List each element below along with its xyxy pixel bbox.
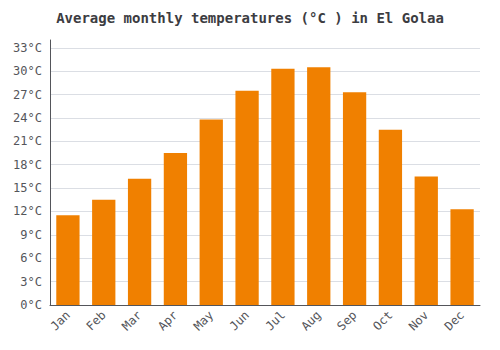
svg-text:Nov: Nov [406,308,431,333]
svg-text:3°C: 3°C [20,275,42,289]
svg-text:Jul: Jul [263,308,288,333]
svg-text:12°C: 12°C [13,204,42,218]
svg-text:24°C: 24°C [13,111,42,125]
svg-text:Average monthly temperatures (: Average monthly temperatures (°C ) in El… [56,10,444,26]
svg-text:30°C: 30°C [13,64,42,78]
svg-text:Jan: Jan [48,308,73,333]
svg-text:Dec: Dec [442,308,467,333]
svg-text:21°C: 21°C [13,134,42,148]
svg-text:9°C: 9°C [20,228,42,242]
svg-text:Feb: Feb [83,308,108,333]
svg-text:27°C: 27°C [13,88,42,102]
svg-text:0°C: 0°C [20,298,42,312]
svg-text:Jun: Jun [227,308,252,333]
svg-text:33°C: 33°C [13,41,42,55]
svg-text:Sep: Sep [334,308,359,333]
svg-text:Mar: Mar [119,308,144,333]
svg-text:15°C: 15°C [13,181,42,195]
svg-text:18°C: 18°C [13,158,42,172]
svg-text:Aug: Aug [298,308,323,333]
svg-text:6°C: 6°C [20,251,42,265]
svg-text:May: May [191,308,216,333]
svg-text:Apr: Apr [155,308,180,333]
svg-text:Oct: Oct [370,308,395,333]
